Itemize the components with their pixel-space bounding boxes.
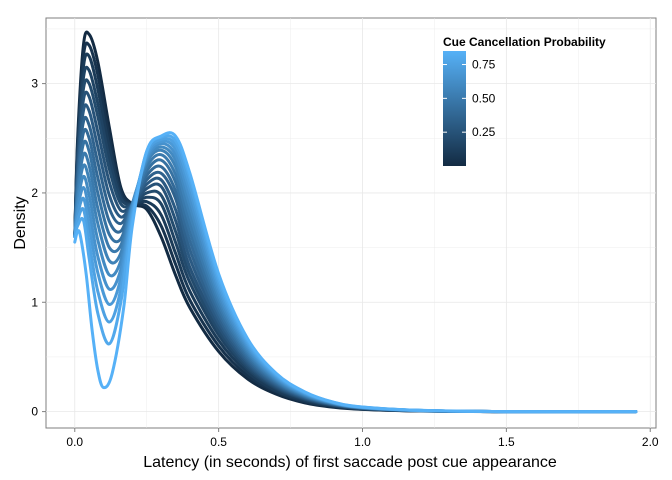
- y-axis-ticks: 0 1 2 3: [31, 77, 46, 419]
- legend-tick-label: 0.25: [472, 125, 496, 139]
- x-tick-label: 0.5: [210, 435, 227, 449]
- y-tick-label: 1: [31, 295, 38, 309]
- legend-tick-label: 0.50: [472, 91, 496, 105]
- panel-background: [45, 17, 657, 429]
- y-tick-label: 3: [31, 77, 38, 91]
- y-tick-label: 2: [31, 186, 38, 200]
- x-tick-label: 2.0: [642, 435, 659, 449]
- y-axis-title: Density: [12, 196, 29, 249]
- legend-colorbar: [443, 51, 466, 166]
- density-curve: [73, 131, 638, 414]
- legend: Cue Cancellation Probability 0.25 0.50 0.7…: [443, 35, 606, 166]
- x-tick-label: 1.0: [354, 435, 371, 449]
- grid-lines: [46, 18, 656, 428]
- legend-tick-label: 0.75: [472, 58, 496, 72]
- x-tick-label: 1.5: [498, 435, 515, 449]
- density-curves: [73, 30, 638, 414]
- x-axis-title: Latency (in seconds) of first saccade po…: [143, 454, 557, 471]
- x-tick-label: 0.0: [66, 435, 83, 449]
- x-axis-ticks: 0.0 0.5 1.0 1.5 2.0: [66, 428, 659, 449]
- y-tick-label: 0: [31, 405, 38, 419]
- legend-title: Cue Cancellation Probability: [443, 35, 606, 49]
- legend-ticks: 0.25 0.50 0.75: [443, 58, 496, 139]
